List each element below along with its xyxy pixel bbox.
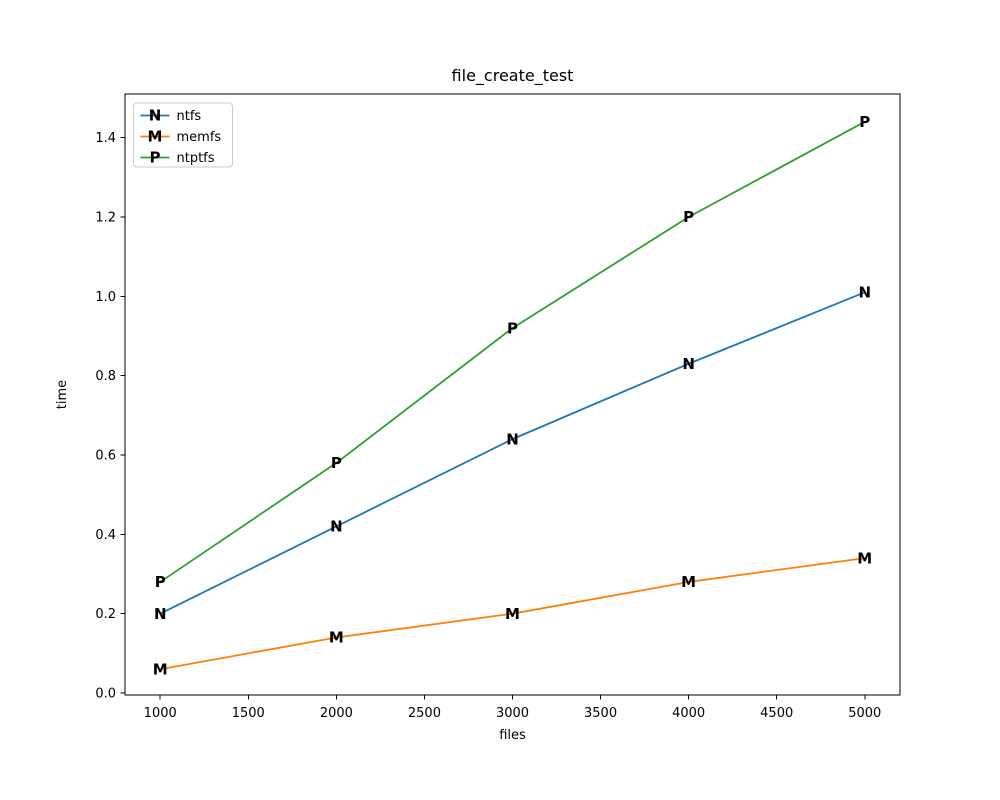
chart-title: file_create_test <box>452 66 574 86</box>
data-point-marker-ntptfs-4000: P <box>683 208 694 226</box>
data-point-marker-ntfs-1000: N <box>154 605 167 623</box>
data-point-marker-ntptfs-2000: P <box>331 454 342 472</box>
y-axis-label: time <box>55 380 70 409</box>
x-tick-label: 1000 <box>144 706 177 721</box>
chart-generated-content: 1000 1500 2000 2500 3000 3500 4000 4500 5000 0.0 0… <box>95 93 901 721</box>
series-line-ntptfs <box>159 120 866 583</box>
y-tick-label: 0.8 <box>95 369 116 384</box>
x-tick-label: 3500 <box>584 706 617 721</box>
x-axis-label: files <box>499 728 526 743</box>
data-point-marker-ntfs-3000: N <box>506 430 519 448</box>
y-tick-label: 1.0 <box>95 290 116 305</box>
y-tick-label: 0.0 <box>95 687 116 702</box>
data-point-marker-memfs-2000: M <box>329 629 344 647</box>
data-point-marker-ntptfs-5000: P <box>859 113 870 131</box>
legend-box <box>133 102 233 168</box>
legend-label-ntfs: ntfs <box>177 109 202 124</box>
x-tick-label: 2000 <box>320 706 353 721</box>
legend-label-memfs: memfs <box>177 130 222 145</box>
data-point-marker-memfs-5000: M <box>857 549 872 567</box>
x-tick-label: 4500 <box>760 706 793 721</box>
data-point-marker-ntptfs-1000: P <box>155 573 166 591</box>
y-tick-label: 0.6 <box>95 448 116 463</box>
y-tick-label: 1.4 <box>95 131 116 146</box>
series-line-ntfs <box>159 291 866 615</box>
data-point-marker-ntptfs-3000: P <box>507 319 518 337</box>
y-tick-label: 0.2 <box>95 607 116 622</box>
data-point-marker-memfs-4000: M <box>681 573 696 591</box>
x-tick-label: 4000 <box>672 706 705 721</box>
data-point-marker-memfs-1000: M <box>153 660 168 678</box>
x-tick-label: 5000 <box>848 706 881 721</box>
legend-marker-N: N <box>149 107 162 125</box>
legend-marker-M: M <box>148 128 163 146</box>
legend-marker-P: P <box>150 149 161 167</box>
legend-label-ntptfs: ntptfs <box>177 151 215 166</box>
x-tick-label: 2500 <box>408 706 441 721</box>
x-tick-label: 3000 <box>496 706 529 721</box>
x-tick-label: 1500 <box>232 706 265 721</box>
data-point-marker-ntfs-2000: N <box>330 518 343 536</box>
data-point-marker-ntfs-4000: N <box>682 355 695 373</box>
data-point-marker-ntfs-5000: N <box>858 284 871 302</box>
series-line-memfs <box>160 557 865 671</box>
y-tick-label: 0.4 <box>95 528 116 543</box>
data-point-marker-memfs-3000: M <box>505 605 520 623</box>
y-tick-label: 1.2 <box>95 210 116 225</box>
